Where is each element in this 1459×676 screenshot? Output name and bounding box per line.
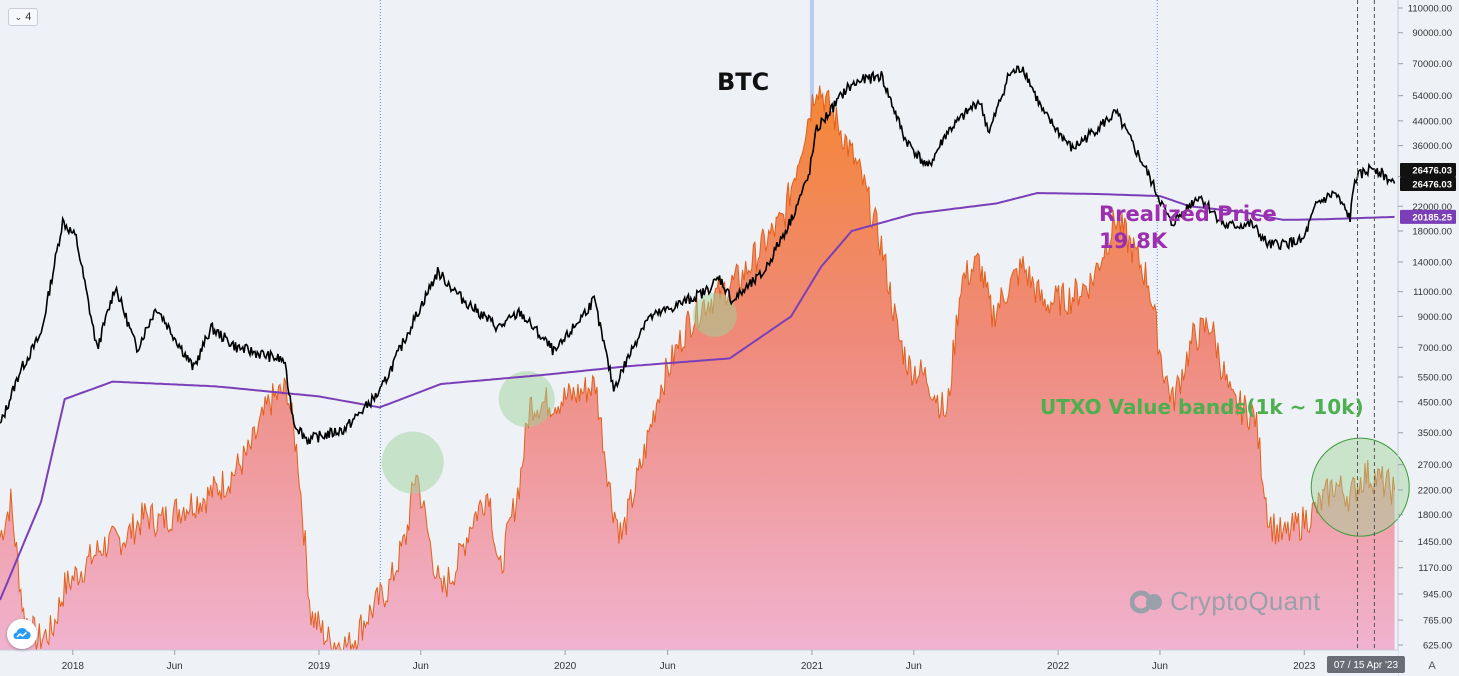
realized-price-tag: 20185.25 <box>1412 212 1452 223</box>
utxo-annotation: UTXO Value bands(1k ~ 10k) <box>1040 395 1364 419</box>
collapse-count: 4 <box>25 11 32 23</box>
x-tick-label: 2018 <box>62 661 85 672</box>
collapse-legend-button[interactable]: ⌄ 4 <box>8 8 38 26</box>
x-tick-label: Jun <box>413 661 429 672</box>
y-tick-label: 36000.00 <box>1412 141 1452 152</box>
highlight-circle <box>381 431 444 494</box>
crosshair-date-label: 07 / 15 Apr '23 <box>1334 660 1399 671</box>
highlight-circle <box>498 371 555 428</box>
utxo-band-series <box>0 85 1396 652</box>
realized-annotation-line1: Rrealized Price <box>1099 202 1277 226</box>
chevron-down-icon: ⌄ <box>14 11 23 22</box>
y-tick-label: 945.00 <box>1423 590 1452 601</box>
y-tick-label: 1450.00 <box>1418 537 1452 548</box>
y-tick-label: 4500.00 <box>1418 397 1452 408</box>
y-tick-label: 625.00 <box>1423 640 1452 651</box>
y-tick-label: 7000.00 <box>1418 343 1452 354</box>
realized-annotation-line2: 19.8K <box>1099 229 1168 253</box>
btc-price-series <box>0 65 1396 445</box>
y-tick-label: 3500.00 <box>1418 428 1452 439</box>
y-tick-label: 14000.00 <box>1412 257 1452 268</box>
y-tick-label: 70000.00 <box>1412 59 1452 70</box>
y-tick-label: 9000.00 <box>1418 312 1452 323</box>
tradingview-logo-button[interactable] <box>7 619 37 649</box>
btc-price-tag-bg <box>1400 163 1456 177</box>
y-tick-label: 2200.00 <box>1418 485 1452 496</box>
price-tags: 26476.03 26476.03 20185.25 <box>1400 163 1456 224</box>
y-tick-label: 110000.00 <box>1408 4 1452 15</box>
cryptoquant-watermark: CryptoQuant <box>1130 586 1321 617</box>
y-tick-label: 22000.00 <box>1412 202 1452 213</box>
btc-annotation: BTC <box>717 68 769 96</box>
y-tick-label: 54000.00 <box>1412 91 1452 102</box>
realized-price-tag-bg <box>1400 209 1456 224</box>
watermark-text: CryptoQuant <box>1170 586 1321 616</box>
y-tick-label: 765.00 <box>1423 616 1452 627</box>
y-tick-label: 90000.00 <box>1412 28 1452 39</box>
utxo-highlight-circle <box>1310 437 1410 537</box>
y-tick-label: 44000.00 <box>1412 116 1452 127</box>
realized-price-series <box>0 191 1395 601</box>
btc-price-line <box>0 65 1396 445</box>
x-tick-label: Jun <box>167 661 183 672</box>
y-tick-label: 1800.00 <box>1418 510 1452 521</box>
btc-price-tag: 26476.03 <box>1412 180 1452 191</box>
x-tick-label: Jun <box>906 661 922 672</box>
y-axis[interactable]: 110000.00 90000.00 70000.00 54000.00 44000.0… <box>1397 0 1452 676</box>
x-tick-label: 2021 <box>801 661 824 672</box>
y-tick-label: 1170.00 <box>1418 563 1452 574</box>
highlight-circle <box>692 293 737 338</box>
cryptoquant-logo-icon <box>1130 590 1162 613</box>
x-tick-label: Jun <box>660 661 676 672</box>
y-tick-label: 11000.00 <box>1413 287 1452 298</box>
utxo-band-area <box>0 85 1395 650</box>
highlight-circles <box>381 293 1410 537</box>
chart-annotations: BTC Rrealized Price 19.8K UTXO Value bands(… <box>717 68 1364 419</box>
btc-price-tag: 26476.03 <box>1412 166 1452 177</box>
cloud-icon <box>13 628 31 639</box>
y-tick-label: 18000.00 <box>1412 226 1452 237</box>
y-tick-label: 2700.00 <box>1418 460 1452 471</box>
x-axis-band <box>0 650 1398 676</box>
auto-scale-button[interactable]: A <box>1428 660 1436 672</box>
x-tick-label: 2019 <box>308 661 331 672</box>
crosshair-date-tag <box>1326 656 1405 673</box>
btc-price-tag-bg <box>1400 177 1456 191</box>
realized-price-line <box>0 191 1395 601</box>
x-tick-label: Jun <box>1152 661 1168 672</box>
x-tick-label: 2020 <box>554 661 577 672</box>
x-tick-label: 2022 <box>1047 661 1070 672</box>
y-tick-label: 5500.00 <box>1418 373 1452 384</box>
x-axis[interactable]: 2018 Jun 2019 Jun 2020 Jun 2021 Jun 2022 Jun 2023 0… <box>0 649 1405 676</box>
x-tick-label: 2023 <box>1293 661 1316 672</box>
crosshair-dashed-lines <box>1357 0 1375 650</box>
